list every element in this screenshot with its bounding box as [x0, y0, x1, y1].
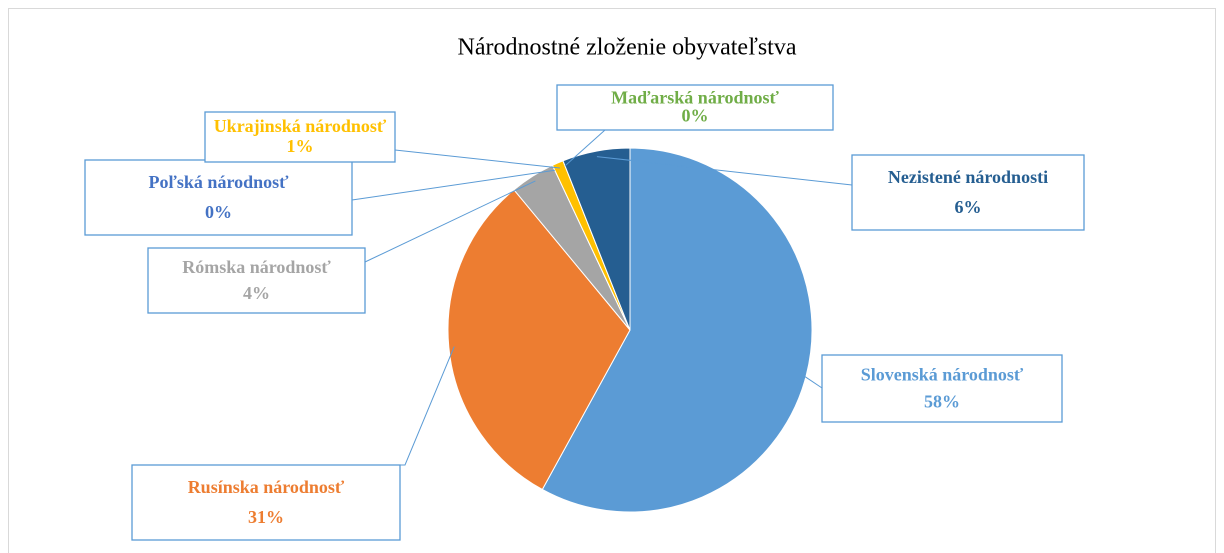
slice-label: Nezistené národnosti — [888, 167, 1048, 187]
label-box — [556, 84, 834, 131]
slice-label: Ukrajinská národnosť — [214, 116, 387, 136]
leader-line — [564, 129, 606, 167]
label-box — [147, 247, 366, 314]
slice-label: Rusínska národnosť — [188, 477, 345, 497]
leader-line — [800, 373, 823, 389]
slice-value-label: 31% — [248, 507, 284, 527]
label-box — [851, 154, 1085, 231]
slice-value-label: 6% — [955, 197, 982, 217]
slice-value-label: 0% — [682, 106, 709, 126]
slice-label: Maďarská národnosť — [611, 88, 779, 108]
leader-line — [394, 149, 560, 169]
slice-value-label: 4% — [243, 283, 270, 303]
slice-value-label: 58% — [924, 391, 960, 411]
label-box — [204, 111, 396, 163]
leader-line — [364, 180, 536, 263]
label-box — [821, 354, 1063, 423]
slice-value-label: 0% — [205, 202, 232, 222]
slice-label: Poľská národnosť — [148, 172, 289, 192]
leader-line — [596, 156, 853, 186]
label-box — [84, 159, 353, 236]
slice-label: Slovenská národnosť — [861, 365, 1024, 385]
label-box — [131, 464, 401, 541]
pie-slice — [562, 147, 631, 331]
chart-title: Národnostné zloženie obyvateľstva — [458, 35, 797, 61]
pie-slice — [447, 189, 631, 491]
slice-label: Rómska národnosť — [182, 257, 331, 277]
pie-slice — [541, 147, 813, 513]
slice-value-label: 1% — [287, 136, 314, 156]
